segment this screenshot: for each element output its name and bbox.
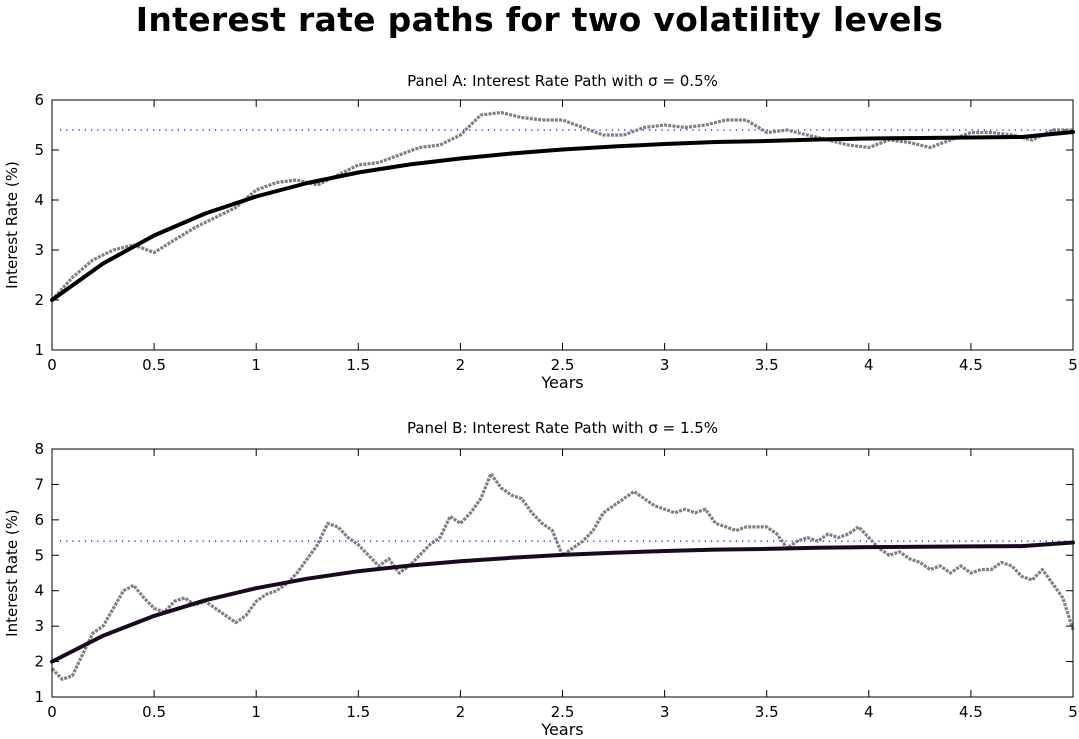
x-axis-label: Years xyxy=(540,720,583,739)
x-tick-label: 4.5 xyxy=(959,703,983,721)
x-tick-label: 2.5 xyxy=(551,703,575,721)
simulated-path-line xyxy=(50,110,1073,302)
x-tick-label: 1.5 xyxy=(346,703,370,721)
x-tick-label: 4 xyxy=(864,356,874,374)
y-tick-label: 4 xyxy=(34,191,44,209)
x-tick-label: 2.5 xyxy=(551,356,575,374)
x-tick-label: 5 xyxy=(1068,703,1078,721)
panel-title: Panel A: Interest Rate Path with σ = 0.5… xyxy=(407,72,718,90)
y-axis-label: Interest Rate (%) xyxy=(3,161,21,289)
page-title: Interest rate paths for two volatility l… xyxy=(135,0,944,39)
expected-path-line xyxy=(50,540,1075,664)
y-tick-label: 6 xyxy=(34,91,44,109)
y-tick-label: 2 xyxy=(34,291,44,309)
y-tick-label: 4 xyxy=(34,582,44,600)
x-tick-label: 3.5 xyxy=(755,356,779,374)
x-tick-label: 1 xyxy=(251,703,261,721)
x-tick-label: 3 xyxy=(660,703,670,721)
panel-title: Panel B: Interest Rate Path with σ = 1.5… xyxy=(407,419,718,437)
x-tick-label: 4.5 xyxy=(959,356,983,374)
x-axis-label: Years xyxy=(540,373,583,392)
x-tick-label: 0.5 xyxy=(142,703,166,721)
y-tick-label: 2 xyxy=(34,653,44,671)
y-tick-label: 8 xyxy=(34,440,44,458)
x-tick-label: 3 xyxy=(660,356,670,374)
y-tick-label: 3 xyxy=(34,241,44,259)
x-tick-label: 2 xyxy=(456,703,466,721)
x-tick-label: 1 xyxy=(251,356,261,374)
y-axis-label: Interest Rate (%) xyxy=(3,509,21,637)
y-tick-label: 7 xyxy=(34,475,44,493)
x-tick-label: 3.5 xyxy=(755,703,779,721)
y-tick-label: 5 xyxy=(34,141,44,159)
panel-b: Panel B: Interest Rate Path with σ = 1.5… xyxy=(3,419,1078,739)
x-tick-label: 5 xyxy=(1068,356,1078,374)
y-tick-label: 3 xyxy=(34,617,44,635)
y-tick-label: 6 xyxy=(34,511,44,529)
x-tick-label: 0.5 xyxy=(142,356,166,374)
x-tick-label: 2 xyxy=(456,356,466,374)
y-tick-label: 5 xyxy=(34,546,44,564)
expected-path-line xyxy=(50,130,1075,302)
axes-frame xyxy=(51,448,1074,698)
x-tick-label: 0 xyxy=(47,356,57,374)
y-tick-label: 1 xyxy=(34,688,44,706)
x-tick-label: 4 xyxy=(864,703,874,721)
x-tick-label: 1.5 xyxy=(346,356,370,374)
x-tick-label: 0 xyxy=(47,703,57,721)
simulated-path-line xyxy=(50,472,1075,681)
panel-a: Panel A: Interest Rate Path with σ = 0.5… xyxy=(3,72,1078,392)
y-tick-label: 1 xyxy=(34,341,44,359)
